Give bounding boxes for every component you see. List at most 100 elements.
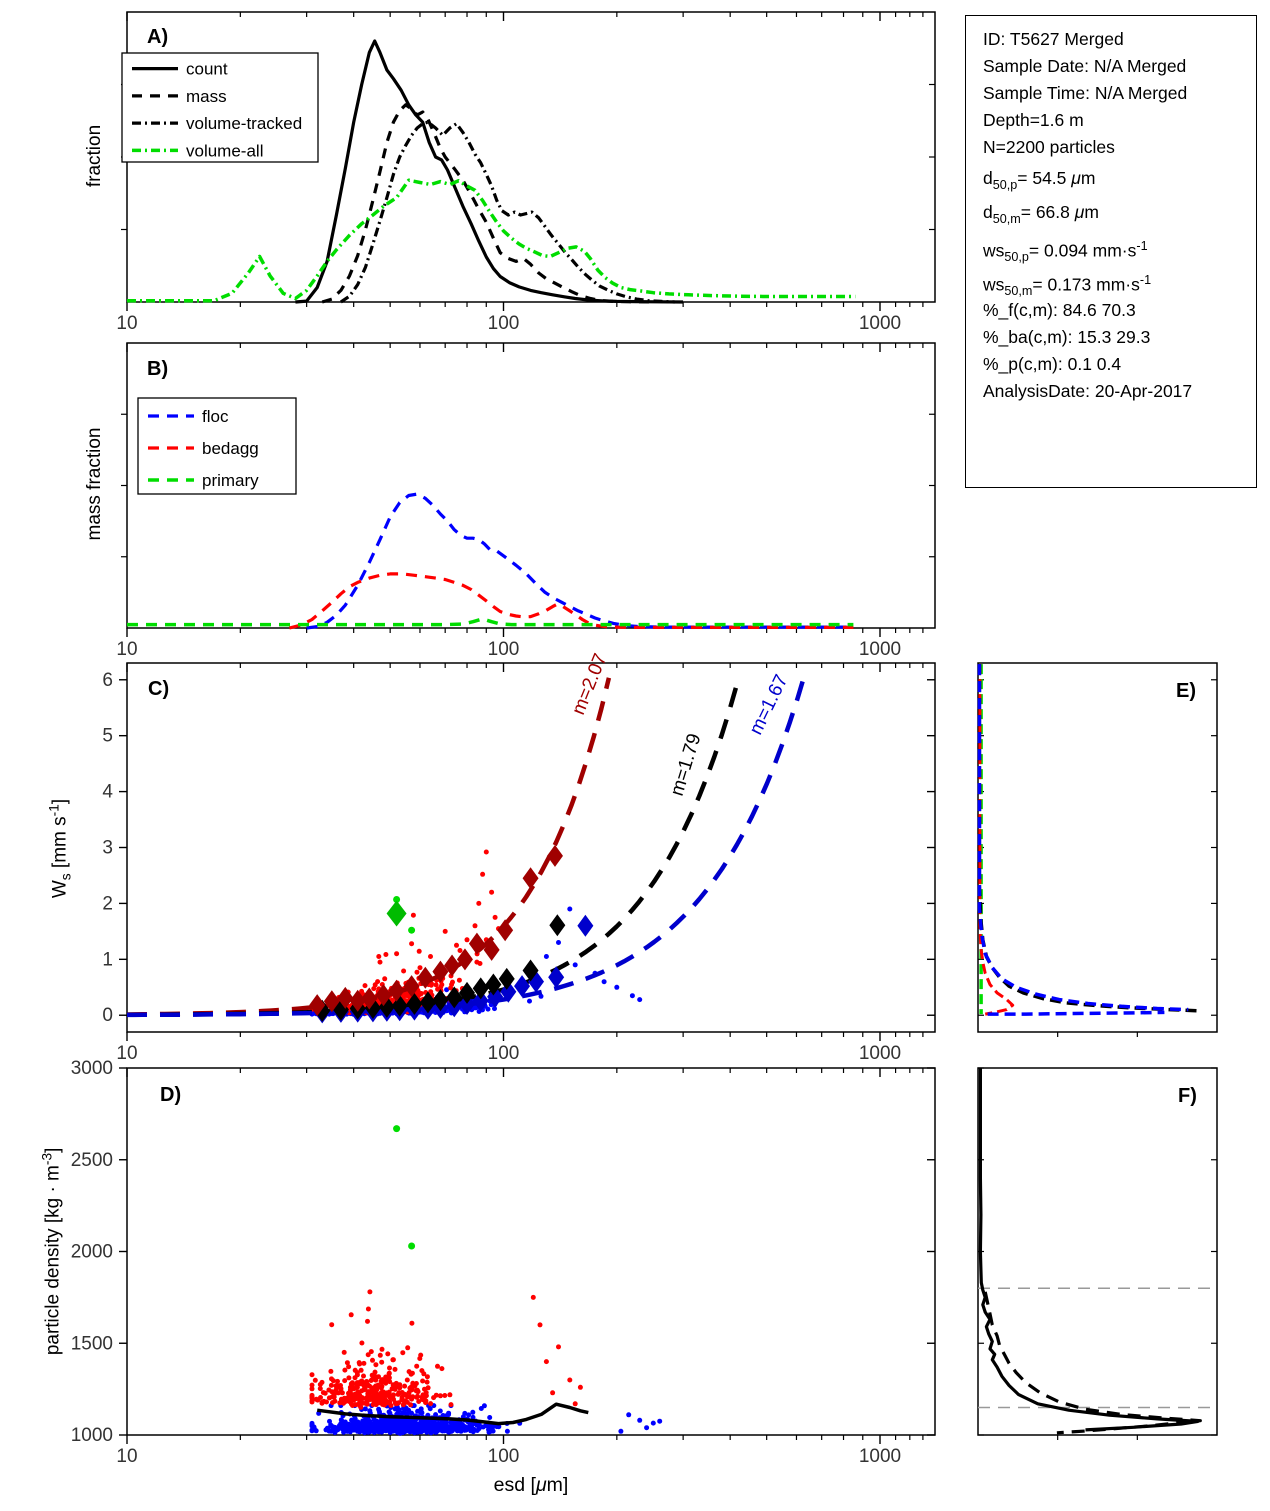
scatter-dot (421, 1371, 427, 1377)
scatter-dot (338, 1386, 344, 1392)
scatter-dot (377, 959, 383, 965)
scatter-dot (428, 1401, 434, 1407)
diamond-bedagg-median (468, 932, 485, 955)
scatter-dot (329, 1376, 334, 1382)
scatter-dot (386, 1371, 392, 1377)
scatter-dot (396, 1425, 402, 1431)
scatter-dot (363, 1381, 369, 1387)
scatter-dot (456, 977, 462, 983)
scatter-dot (416, 948, 422, 954)
scatter-dot (312, 1377, 318, 1383)
text-segment: %_f(c,m): 84.6 70.3 (983, 300, 1136, 320)
scatter-dot (399, 1390, 405, 1395)
text-segment: -1 (46, 804, 62, 817)
diamond-bedagg-median (432, 960, 449, 983)
scatter-dot (407, 1425, 412, 1430)
scatter-dot (346, 1364, 352, 1370)
text-segment: 50,p (1004, 250, 1029, 265)
panel-a: 10 100 1000 count mass volume-tracked volume-a… (116, 11, 936, 334)
info-line-10: %_f(c,m): 84.6 70.3 (983, 297, 1252, 324)
legend-label: primary (202, 471, 259, 490)
dots-floc-outliers (618, 1412, 663, 1434)
scatter-dot (444, 1424, 450, 1430)
scatter-dot (369, 1377, 375, 1383)
panel-d: 10 100 1000 1000 1500 2000 2500 3000 (71, 1058, 936, 1467)
diamond-all-median (549, 914, 566, 937)
scatter-dot (394, 1401, 400, 1406)
scatter-dot (543, 954, 549, 959)
scatter-dot (338, 1425, 344, 1430)
scatter-dot (341, 1349, 347, 1355)
diamond-all-median (446, 986, 463, 1009)
scatter-dot (345, 1424, 351, 1430)
scatter-dot (435, 1363, 440, 1369)
scatter-dot (406, 1390, 412, 1395)
series-floc (306, 492, 854, 630)
diamond-all-median (406, 993, 423, 1016)
scatter-dot (618, 1428, 624, 1434)
scatter-dot (408, 926, 416, 934)
scatter-dot (360, 1400, 366, 1406)
scatter-dot (326, 1387, 332, 1393)
info-line-3: Sample Time: N/A Merged (983, 80, 1252, 107)
scatter-dot (379, 1383, 385, 1389)
scatter-dot (437, 1408, 443, 1414)
text-segment: AnalysisDate: 20-Apr-2017 (983, 381, 1193, 401)
scatter-dot (419, 1394, 425, 1400)
scatter-dot (480, 871, 486, 877)
scatter-dot (371, 986, 377, 992)
text-segment: ] (42, 1147, 64, 1153)
y-tick-label: 1000 (71, 1425, 113, 1446)
scatter-dot (419, 1409, 425, 1415)
scatter-dot (344, 1360, 350, 1366)
scatter-dot (427, 1424, 433, 1430)
scatter-dot (395, 1391, 401, 1397)
scatter-dot (391, 1392, 396, 1398)
scatter-dot (644, 1425, 650, 1431)
y-tick-label: 6 (102, 670, 113, 691)
scatter-dot (476, 1426, 482, 1432)
scatter-dot (376, 1419, 382, 1425)
text-segment: ws (983, 240, 1005, 261)
diamond-all-median (522, 959, 539, 982)
diamond-bedagg-median (546, 844, 563, 867)
scatter-dot (393, 1125, 401, 1133)
scatter-dot (433, 1392, 439, 1398)
scatter-dot (358, 1425, 364, 1431)
scatter-dot (320, 1390, 326, 1396)
scatter-dot (353, 1421, 358, 1427)
diamond-all-median (472, 977, 489, 1000)
panel-label-a: A) (147, 26, 169, 48)
text-segment: μ (1074, 202, 1085, 222)
legend-label: volume-all (186, 141, 263, 160)
text-segment: = 0.094 mm·s (1028, 240, 1137, 261)
scatter-dot (550, 1390, 556, 1396)
scatter-dot (537, 1322, 543, 1328)
scatter-dot (423, 1393, 429, 1399)
scatter-dot (410, 1427, 416, 1432)
diamond-bedagg-median (337, 986, 354, 1009)
scatter-dot (382, 1377, 388, 1383)
text-segment: 50,m (1004, 284, 1033, 299)
diamond-floc-median (459, 993, 476, 1016)
scatter-dot (423, 1398, 429, 1404)
scatter-dot (396, 1407, 402, 1413)
scatter-dot (342, 1367, 348, 1373)
scatter-dot (405, 1345, 411, 1351)
scatter-dot (354, 1370, 360, 1376)
scatter-dot (433, 982, 439, 988)
scatter-dot (342, 1378, 348, 1384)
info-line-9: ws50,m= 0.173 mm·s-1 (983, 263, 1252, 299)
scatter-dot (392, 1366, 398, 1372)
scatter-dot (309, 1382, 315, 1388)
scatter-dot (476, 900, 482, 906)
scatter-dot (329, 1322, 335, 1328)
x-tick-label: 100 (488, 1043, 520, 1064)
scatter-dot (408, 1242, 416, 1250)
text-segment: -1 (1136, 239, 1148, 253)
series-bedagg (978, 664, 1015, 1016)
info-line-11: %_ba(c,m): 15.3 29.3 (983, 324, 1252, 351)
text-segment: Sample Date: N/A Merged (983, 56, 1187, 76)
scatter-dot (335, 1378, 340, 1384)
